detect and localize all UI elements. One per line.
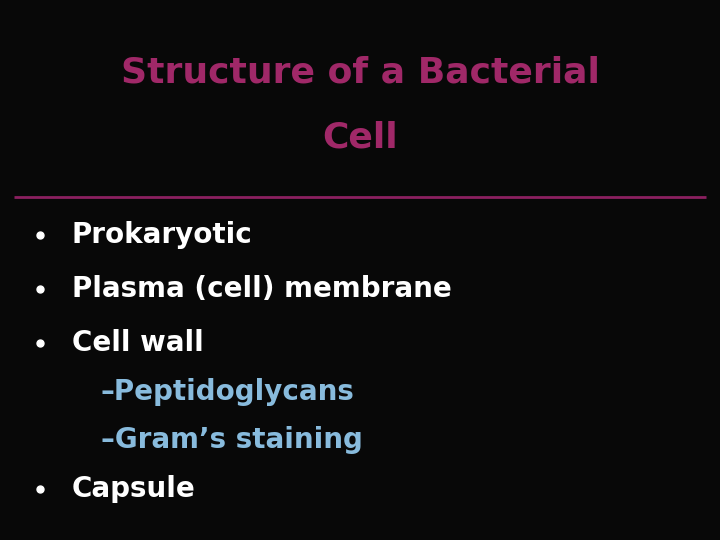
Text: Cell wall: Cell wall <box>72 329 204 357</box>
Text: Prokaryotic: Prokaryotic <box>72 221 253 249</box>
Text: Capsule: Capsule <box>72 475 196 503</box>
Text: Plasma (cell) membrane: Plasma (cell) membrane <box>72 275 451 303</box>
Text: –Gram’s staining: –Gram’s staining <box>101 426 363 454</box>
Text: Cell: Cell <box>322 121 398 154</box>
Text: –Peptidoglycans: –Peptidoglycans <box>101 377 355 406</box>
Text: Structure of a Bacterial: Structure of a Bacterial <box>120 56 600 90</box>
